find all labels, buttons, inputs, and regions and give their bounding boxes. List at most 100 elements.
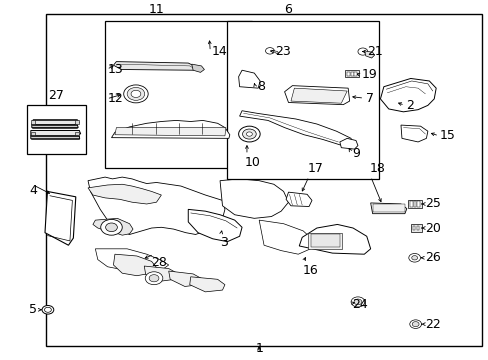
Text: 9: 9 [351, 147, 359, 159]
Text: 19: 19 [361, 68, 377, 81]
Bar [75, 132, 79, 135]
Polygon shape [32, 125, 78, 127]
Text: 21: 21 [366, 45, 382, 58]
Polygon shape [168, 271, 203, 287]
Polygon shape [239, 111, 351, 148]
Text: 20: 20 [425, 221, 440, 234]
Text: 18: 18 [368, 162, 384, 175]
Text: 6: 6 [284, 4, 292, 17]
Bar [407, 201, 421, 208]
Text: 3: 3 [220, 236, 227, 249]
Polygon shape [32, 120, 79, 125]
Circle shape [131, 90, 141, 98]
Polygon shape [400, 125, 427, 142]
Text: 22: 22 [425, 318, 440, 331]
Text: 14: 14 [211, 45, 226, 58]
Polygon shape [364, 51, 374, 58]
Circle shape [408, 253, 420, 262]
Circle shape [127, 87, 144, 100]
Circle shape [357, 48, 367, 55]
Polygon shape [191, 64, 204, 72]
Polygon shape [31, 130, 81, 136]
Circle shape [242, 129, 256, 139]
Bar [372, 204, 404, 212]
Bar [307, 233, 342, 249]
Bar [46, 14, 481, 346]
Text: 28: 28 [151, 256, 167, 269]
Polygon shape [188, 210, 242, 242]
Circle shape [105, 223, 117, 231]
Circle shape [246, 132, 252, 136]
Bar [416, 226, 418, 230]
Bar [227, 21, 378, 179]
Text: 8: 8 [256, 80, 264, 93]
Polygon shape [113, 254, 156, 276]
Bar [350, 72, 353, 76]
Bar [412, 226, 414, 230]
Circle shape [411, 321, 418, 327]
Text: 24: 24 [351, 298, 367, 311]
Text: 1: 1 [255, 342, 263, 355]
Polygon shape [380, 78, 435, 112]
Polygon shape [200, 27, 237, 40]
Polygon shape [93, 218, 133, 235]
Text: 16: 16 [302, 264, 317, 277]
Polygon shape [271, 50, 278, 54]
Polygon shape [238, 70, 260, 88]
Text: 23: 23 [274, 45, 290, 58]
Text: 4: 4 [29, 184, 37, 197]
Polygon shape [88, 177, 224, 234]
Bar [409, 202, 412, 207]
Bar [31, 121, 35, 124]
Polygon shape [284, 86, 349, 105]
Polygon shape [189, 277, 224, 292]
Circle shape [265, 48, 274, 54]
Polygon shape [115, 127, 225, 136]
Text: 2: 2 [405, 99, 413, 112]
Bar [310, 234, 339, 247]
Text: 17: 17 [307, 162, 323, 175]
Circle shape [238, 126, 260, 142]
Bar [353, 72, 356, 76]
Bar [345, 70, 358, 77]
Bar [346, 72, 355, 76]
Text: 5: 5 [29, 303, 37, 316]
Bar [346, 72, 349, 76]
Polygon shape [31, 136, 80, 139]
Circle shape [149, 275, 159, 282]
Bar [75, 121, 79, 124]
Polygon shape [144, 266, 178, 281]
Polygon shape [95, 249, 168, 273]
Polygon shape [290, 88, 346, 103]
Text: 7: 7 [365, 92, 373, 105]
Bar [105, 21, 251, 168]
Polygon shape [111, 121, 229, 138]
Polygon shape [285, 192, 311, 207]
Text: 27: 27 [48, 90, 64, 103]
Polygon shape [339, 138, 357, 149]
Bar [410, 224, 421, 231]
Circle shape [145, 272, 163, 285]
Text: 15: 15 [439, 129, 455, 142]
Polygon shape [45, 192, 76, 245]
Circle shape [411, 256, 417, 260]
Circle shape [42, 306, 54, 314]
Circle shape [123, 85, 148, 103]
Polygon shape [370, 203, 406, 214]
Text: 13: 13 [107, 63, 123, 76]
Bar [27, 105, 85, 154]
Bar [31, 132, 35, 135]
Circle shape [44, 307, 51, 312]
Text: 26: 26 [425, 251, 440, 264]
Polygon shape [299, 224, 370, 254]
Circle shape [353, 299, 361, 305]
Bar [413, 202, 415, 207]
Circle shape [350, 297, 364, 307]
Text: 25: 25 [425, 198, 440, 211]
Polygon shape [88, 184, 161, 204]
Text: 12: 12 [107, 93, 123, 105]
Text: 10: 10 [244, 156, 260, 168]
Circle shape [101, 219, 122, 235]
Text: 11: 11 [148, 4, 164, 17]
Polygon shape [220, 179, 288, 218]
